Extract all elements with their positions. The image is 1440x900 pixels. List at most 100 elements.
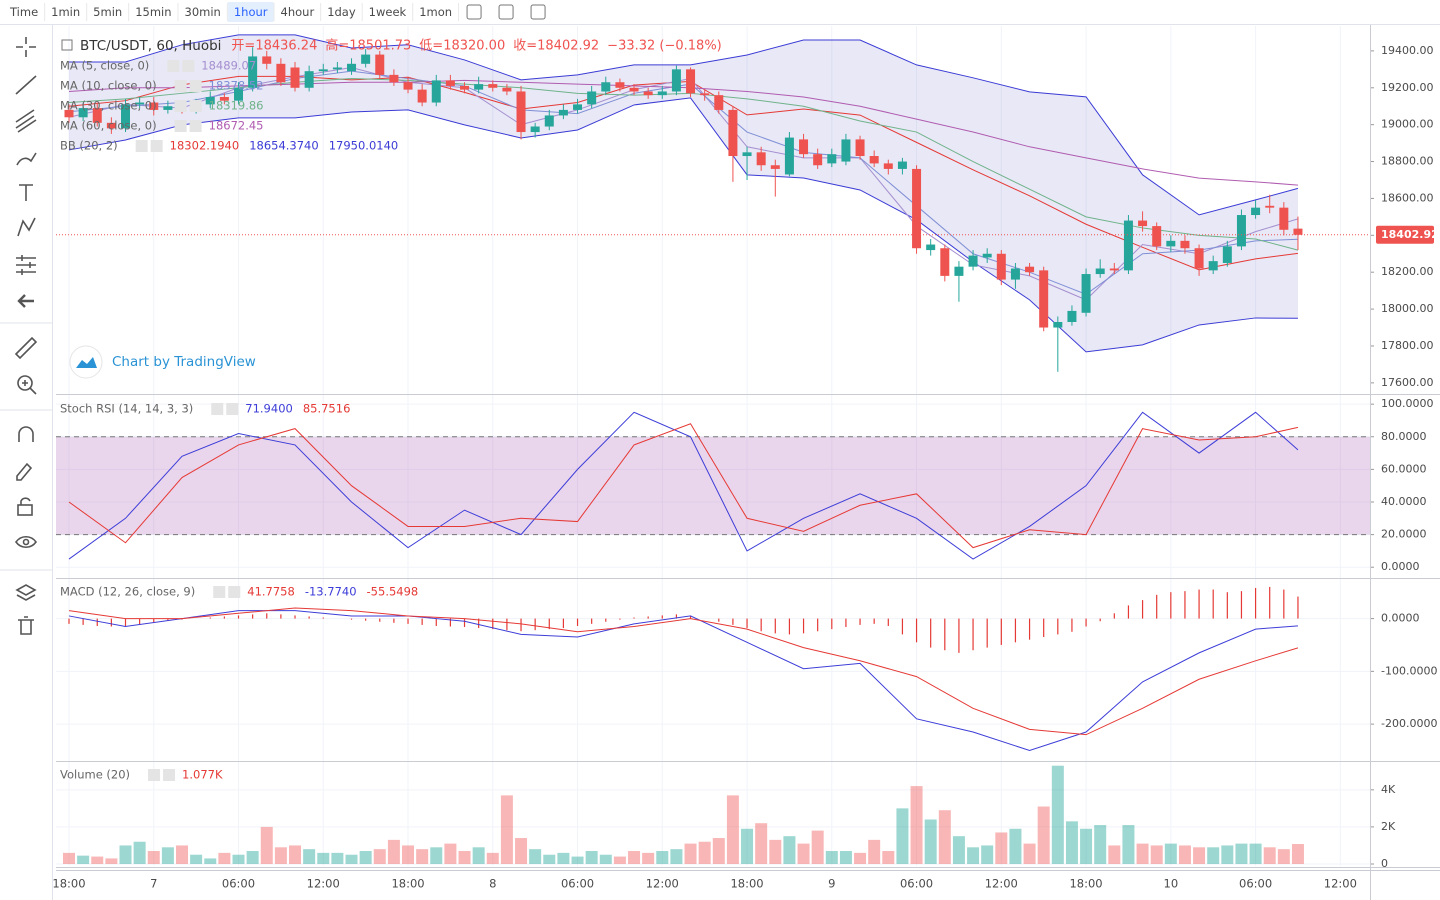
toolbar-icon[interactable] — [498, 4, 514, 20]
interval-button[interactable]: 15min — [135, 5, 171, 19]
candle-body — [1067, 310, 1077, 322]
volume-bar — [825, 851, 838, 864]
lock-tool[interactable] — [17, 504, 33, 516]
magnet-tool[interactable] — [18, 426, 34, 442]
legend-icon[interactable] — [163, 769, 176, 781]
candle-body — [1152, 226, 1162, 247]
legend-icon[interactable] — [148, 769, 161, 781]
candle-body — [926, 244, 936, 251]
volume-bar — [981, 845, 994, 864]
volume-bar — [938, 810, 951, 864]
volume-bar — [246, 851, 259, 864]
volume-bar — [486, 852, 499, 864]
indicator-value: 41.7758 — [247, 585, 295, 599]
candle-body — [347, 63, 357, 72]
back-tool[interactable] — [17, 294, 34, 308]
stoch-line — [68, 423, 1299, 549]
interval-button[interactable]: 4hour — [281, 5, 315, 19]
indicator-value: 18302.1940 — [170, 139, 240, 153]
volume-bar — [1051, 765, 1064, 864]
candle-body — [474, 84, 484, 90]
volume-bar — [1037, 806, 1050, 864]
pattern-tool[interactable] — [17, 217, 36, 237]
candle-body — [996, 253, 1006, 280]
toolbar-icon[interactable] — [530, 4, 546, 20]
volume-bar — [1136, 843, 1149, 864]
text-tool[interactable] — [19, 184, 33, 201]
legend-icon[interactable] — [174, 100, 187, 112]
prediction-tool[interactable] — [16, 255, 36, 275]
y-tick-label: 2K — [1381, 820, 1396, 833]
indicator-value: 18654.3740 — [249, 139, 319, 153]
volume-bar — [232, 854, 245, 864]
ohlc-label: 高=18501.73 — [325, 38, 411, 54]
volume-bar — [1108, 845, 1121, 864]
interval-button[interactable]: 5min — [93, 5, 122, 19]
interval-button[interactable]: 1min — [51, 5, 80, 19]
legend-icon[interactable] — [182, 60, 195, 72]
candle-body — [686, 69, 696, 94]
volume-bar — [811, 830, 824, 864]
volume-bar — [571, 856, 584, 864]
interval-button[interactable]: 1week — [369, 5, 407, 19]
bollinger-line — [68, 97, 1298, 353]
interval-button[interactable]: 1hour — [234, 5, 268, 19]
delete-tool[interactable] — [18, 616, 34, 635]
watermark[interactable]: Chart by TradingView — [112, 354, 256, 370]
legend-icon[interactable] — [189, 120, 202, 132]
x-tick-label: 06:00 — [1239, 877, 1272, 891]
legend-icon[interactable] — [226, 403, 239, 415]
legend-icon[interactable] — [228, 586, 241, 598]
legend-icon[interactable] — [174, 80, 187, 92]
volume-bar — [698, 841, 711, 864]
legend-icon[interactable] — [174, 120, 187, 132]
candle-body — [417, 89, 427, 103]
indicator-value: 85.7516 — [303, 402, 351, 416]
volume-bar — [1023, 843, 1036, 864]
candle-body — [120, 104, 130, 129]
measure-tool[interactable] — [14, 336, 38, 360]
volume-bar — [260, 826, 273, 864]
bollinger-line — [68, 34, 1299, 216]
volume-bar — [345, 854, 358, 864]
toolbar-icon[interactable] — [466, 4, 482, 20]
brush-tool[interactable] — [16, 152, 37, 166]
candle-body — [1236, 215, 1246, 247]
zoom-tool[interactable] — [17, 375, 33, 391]
legend-icon[interactable] — [135, 140, 148, 152]
visibility-tool[interactable] — [15, 535, 37, 549]
legend-icon[interactable] — [189, 100, 202, 112]
interval-button[interactable]: Time — [9, 5, 38, 19]
line-tool[interactable] — [15, 75, 37, 95]
legend-icon[interactable] — [150, 140, 163, 152]
candle-body — [248, 56, 258, 88]
candle-body — [827, 154, 837, 164]
collapse-button[interactable] — [61, 39, 73, 51]
watermark-logo — [69, 345, 103, 379]
volume-bar — [218, 852, 231, 864]
candle-body — [1095, 268, 1105, 275]
legend-icon[interactable] — [211, 403, 224, 415]
interval-button[interactable]: 1day — [327, 5, 356, 19]
legend-icon[interactable] — [189, 80, 202, 92]
interval-active — [227, 2, 274, 22]
legend-icon[interactable] — [167, 60, 180, 72]
candle-body — [982, 253, 992, 258]
left-tools[interactable] — [0, 37, 52, 635]
interval-button[interactable]: 1mon — [419, 5, 452, 19]
x-tick-label: 18:00 — [1069, 877, 1102, 891]
candle-body — [361, 54, 371, 64]
cross-tool[interactable] — [16, 37, 36, 57]
legend-icon[interactable] — [213, 586, 226, 598]
candle-body — [318, 69, 328, 72]
lock-drawing-tool[interactable] — [16, 462, 33, 481]
candle-body — [1293, 228, 1303, 235]
layers-tool[interactable] — [15, 584, 37, 601]
candle-body — [770, 165, 780, 169]
interval-button[interactable]: 30min — [185, 5, 221, 19]
volume-bar — [543, 854, 556, 864]
x-tick-label: 06:00 — [222, 877, 255, 891]
volume-bar — [1207, 847, 1220, 864]
pitchfork-tool[interactable] — [15, 109, 37, 133]
candle-body — [1279, 207, 1289, 230]
